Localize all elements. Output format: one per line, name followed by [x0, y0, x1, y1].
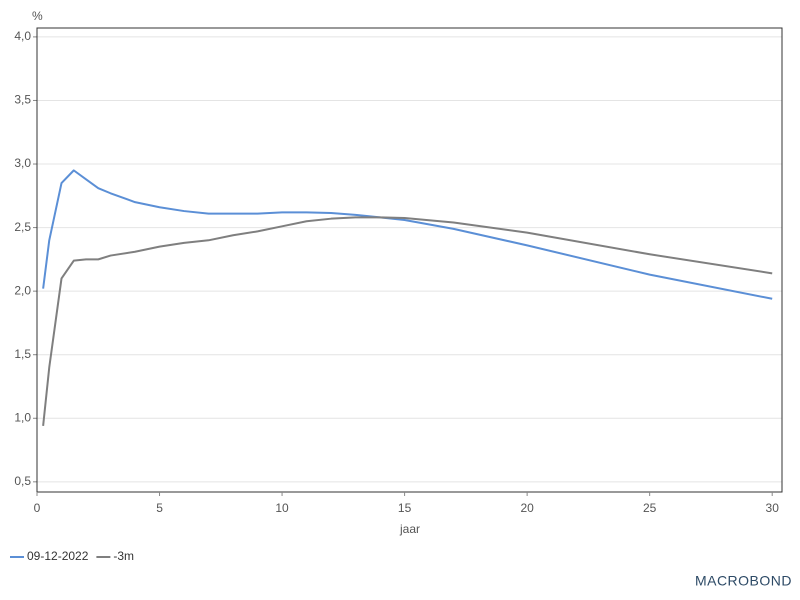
y-tick-label: 1,0 [14, 410, 31, 424]
x-axis-label: jaar [399, 522, 420, 536]
y-unit: % [32, 9, 43, 23]
y-tick-label: 1,5 [14, 347, 31, 361]
series-line [42, 169, 773, 300]
series-line [42, 216, 773, 427]
y-tick-label: 3,5 [14, 93, 31, 107]
plot-frame [36, 27, 783, 493]
y-tick-label: 2,5 [14, 220, 31, 234]
y-tick-label: 0,5 [14, 474, 31, 488]
y-tick-label: 4,0 [14, 29, 31, 43]
x-tick-label: 20 [520, 501, 534, 515]
x-tick-label: 10 [275, 501, 289, 515]
y-tick-label: 3,0 [14, 156, 31, 170]
x-tick-label: 30 [766, 501, 780, 515]
x-tick-label: 5 [156, 501, 163, 515]
brand-logo: MACROBOND [695, 573, 792, 589]
legend-label: 09-12-2022 [27, 549, 89, 563]
legend-label: -3m [113, 549, 134, 563]
y-tick-label: 2,0 [14, 283, 31, 297]
x-tick-label: 25 [643, 501, 657, 515]
x-tick-label: 15 [398, 501, 412, 515]
x-tick-label: 0 [34, 501, 41, 515]
